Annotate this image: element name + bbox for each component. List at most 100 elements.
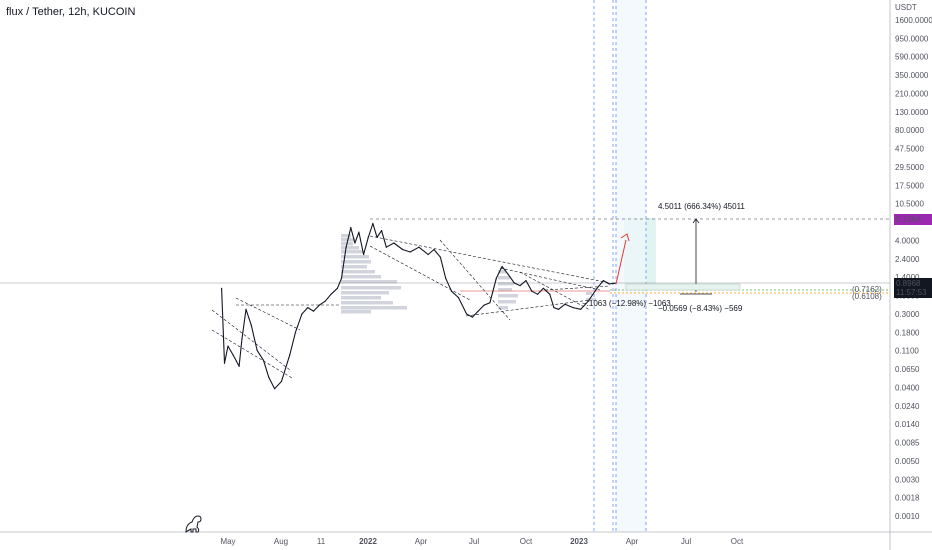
volume-profile-bar [498, 270, 506, 274]
volume-profile-bar [341, 234, 351, 238]
y-tick-label: 130.0000 [895, 108, 929, 117]
volume-profile-bar [341, 280, 397, 284]
price-point [381, 230, 383, 232]
y-tick-label: 350.0000 [895, 71, 929, 80]
y-tick-label: 0.1800 [895, 328, 920, 337]
current-range-box [625, 283, 741, 291]
target-price-badge [894, 214, 932, 225]
volume-profile-bar [341, 291, 389, 295]
price-point [549, 293, 551, 295]
y-tick-label: 1.4000 [895, 273, 920, 282]
price-point [238, 365, 240, 367]
price-point [450, 290, 453, 292]
up-measure-label: 4.5011 (666.34%) 45011 [658, 202, 745, 211]
price-point [268, 376, 270, 378]
volume-profile-bar [341, 260, 371, 264]
trend-line [465, 299, 591, 317]
price-point [477, 310, 479, 312]
trend-line [211, 329, 293, 379]
x-tick-label: Oct [731, 537, 744, 546]
price-point [553, 307, 555, 309]
volume-profile-bar [341, 301, 393, 305]
price-point [330, 293, 332, 295]
down-measure-label: −0.0569 (−8.43%) −569 [658, 304, 743, 313]
price-point [363, 253, 365, 256]
volume-profile-bar [498, 276, 510, 280]
volume-profile-bar [341, 310, 371, 314]
price-point [312, 310, 315, 312]
drop-measure-label: −.1063 (−12.98%) −1063 [582, 299, 671, 308]
price-point [580, 308, 582, 310]
price-point [232, 354, 234, 356]
countdown-label: 11:57:53 [896, 288, 927, 297]
price-point [507, 273, 509, 275]
price-point [354, 242, 356, 244]
price-point [439, 256, 441, 258]
price-point [367, 236, 369, 238]
projection-arrow [615, 239, 627, 285]
y-tick-label: 0.0400 [895, 383, 920, 392]
y-tick-label: 0.0240 [895, 402, 920, 411]
price-point [409, 251, 411, 253]
price-point [385, 246, 387, 248]
x-tick-label: 2023 [570, 537, 588, 546]
volume-profile-bar [498, 288, 512, 292]
price-point [433, 248, 435, 251]
price-point [531, 290, 533, 292]
volume-profile-bar [341, 296, 381, 300]
price-point [301, 313, 303, 315]
price-point [372, 222, 374, 225]
x-tick-label: Oct [520, 537, 533, 546]
price-point [256, 349, 258, 351]
price-point [483, 304, 485, 306]
volume-profile-bar [341, 265, 367, 269]
x-tick-label: Jul [469, 537, 479, 546]
current-price-label: 0.8968 [896, 279, 921, 288]
y-tick-label: 1600.0000 [895, 16, 932, 25]
y-tick-label: 0.0650 [895, 365, 920, 374]
price-point [345, 246, 347, 248]
price-point [519, 285, 521, 287]
price-point [280, 380, 283, 382]
trend-line [439, 239, 511, 321]
volume-profile-bar [498, 294, 518, 298]
volume-profile-bar [341, 250, 363, 254]
volume-profile-bar [498, 282, 514, 286]
price-point [466, 313, 468, 315]
price-point [221, 287, 223, 289]
price-point [608, 283, 610, 285]
y-tick-label: 2.4000 [895, 255, 920, 264]
y-tick-label: 0.0018 [895, 494, 920, 503]
price-point [537, 293, 539, 295]
price-point [495, 277, 497, 279]
volume-profile-bar [341, 246, 359, 250]
price-point [358, 231, 360, 233]
y-tick-label: 210.0000 [895, 90, 929, 99]
price-point [350, 227, 352, 229]
price-point [245, 308, 247, 310]
current-price-badge [894, 278, 932, 298]
price-point [223, 362, 226, 364]
trend-line [499, 267, 601, 291]
trend-line [211, 309, 291, 371]
volume-profile-bar [586, 292, 592, 295]
price-point [513, 282, 515, 284]
volume-profile-bar [341, 270, 375, 274]
price-point [241, 338, 243, 340]
price-point [274, 388, 276, 390]
x-tick-label: Jul [681, 537, 691, 546]
y-tick-label: 950.0000 [895, 34, 929, 43]
tradingview-logo-icon [185, 515, 202, 533]
chart-title: flux / Tether, 12h, KUCOIN [6, 6, 136, 18]
y-tick-label: 0.3000 [895, 310, 920, 319]
y-tick-label: 80.0000 [895, 126, 924, 135]
time-zone-highlight [616, 0, 646, 532]
y-tick-label: 0.0140 [895, 420, 920, 429]
price-point [376, 236, 378, 238]
y-tick-label: 0.0050 [895, 457, 920, 466]
y-tick-label: 29.5000 [895, 163, 924, 172]
price-point [602, 280, 605, 282]
volume-profile-bar [586, 298, 596, 301]
price-series-line [221, 222, 616, 390]
